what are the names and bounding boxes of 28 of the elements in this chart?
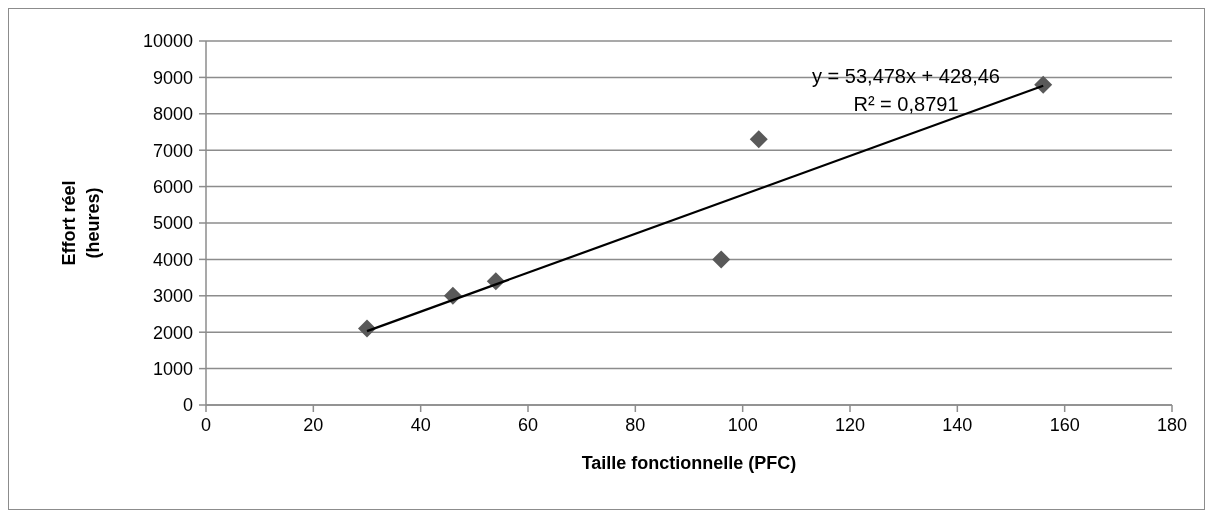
annotation: R² = 0,8791 xyxy=(853,93,959,116)
y-tick-label: 1000 xyxy=(152,358,193,379)
y-axis-title: Effort réel (heures) xyxy=(59,180,103,266)
point xyxy=(749,130,768,149)
x-tick-label: 180 xyxy=(1156,414,1188,435)
x-tick-label: 160 xyxy=(1049,414,1080,435)
y-tick-label: 9000 xyxy=(152,67,193,88)
point xyxy=(712,250,731,269)
x-axis-title: Taille fonctionnelle (PFC) xyxy=(581,453,797,473)
x-tick-label: 60 xyxy=(517,414,539,435)
y-tick-label: 3000 xyxy=(152,286,193,307)
x-tick-label: 40 xyxy=(410,414,431,435)
y-tick-label: 2000 xyxy=(152,322,193,343)
x-tick-label: 120 xyxy=(834,414,866,435)
y-tick-label: 0 xyxy=(182,395,193,416)
annotation: y = 53,478x + 428,46 xyxy=(812,65,1000,88)
x-tick-label: 0 xyxy=(200,414,212,435)
point xyxy=(1034,75,1053,94)
y-tick-label: 6000 xyxy=(152,176,193,197)
y-tick-label: 10000 xyxy=(142,31,193,52)
x-tick-label: 100 xyxy=(727,414,758,435)
x-tick-label: 80 xyxy=(625,414,646,435)
y-tick-label: 8000 xyxy=(152,104,193,125)
y-tick-label: 4000 xyxy=(152,249,193,270)
y-tick-label: 5000 xyxy=(152,213,193,234)
x-tick-label: 140 xyxy=(942,414,973,435)
y-tick-label: 7000 xyxy=(152,140,193,161)
x-tick-label: 20 xyxy=(303,414,324,435)
